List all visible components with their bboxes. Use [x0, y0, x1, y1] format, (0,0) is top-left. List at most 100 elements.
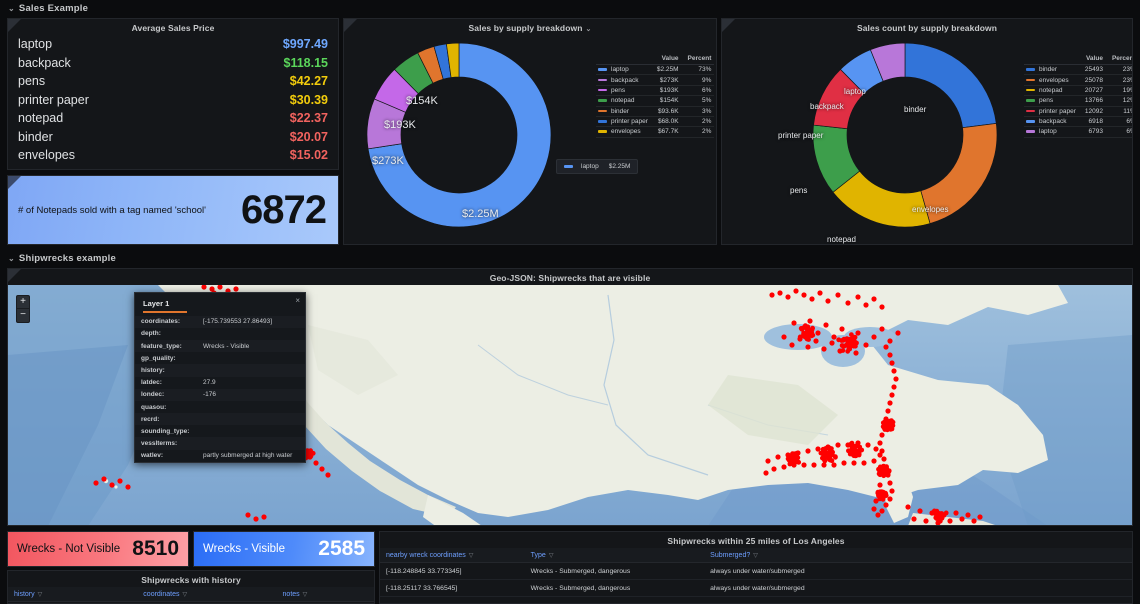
wreck-marker[interactable] [825, 298, 830, 303]
wreck-marker[interactable] [109, 482, 114, 487]
map-canvas[interactable]: + − Layer 1 × coordinates: [-175.739553 2… [8, 285, 1132, 525]
wreck-marker[interactable] [805, 337, 810, 342]
wreck-marker[interactable] [881, 464, 886, 469]
wreck-marker[interactable] [944, 511, 949, 516]
wreck-marker[interactable] [785, 294, 790, 299]
wreck-marker[interactable] [879, 508, 884, 513]
table-row[interactable]: [-118.248845 33.773345] Wrecks - Submerge… [380, 563, 1132, 580]
wreck-marker[interactable] [923, 518, 928, 523]
wreck-marker[interactable] [841, 460, 846, 465]
wreck-marker[interactable] [813, 338, 818, 343]
wreck-marker[interactable] [93, 480, 98, 485]
wreck-marker[interactable] [829, 453, 834, 458]
wreck-marker[interactable] [854, 341, 859, 346]
legend-row[interactable]: backpack69186% [1024, 116, 1133, 126]
wreck-marker[interactable] [947, 518, 952, 523]
close-icon[interactable]: × [295, 296, 300, 305]
wreck-marker[interactable] [839, 326, 844, 331]
wreck-marker[interactable] [977, 514, 982, 519]
legend-row[interactable]: notepad $154K 5% [596, 96, 714, 106]
wreck-marker[interactable] [881, 456, 886, 461]
filter-icon[interactable]: ▽ [303, 591, 308, 598]
legend-row[interactable]: pens $193K 6% [596, 85, 714, 95]
wreck-marker[interactable] [809, 296, 814, 301]
wreck-marker[interactable] [857, 449, 862, 454]
map-zoom-in-button[interactable]: + [17, 296, 29, 309]
wreck-marker[interactable] [917, 508, 922, 513]
wreck-marker[interactable] [881, 495, 886, 500]
wreck-marker[interactable] [807, 318, 812, 323]
wreck-marker[interactable] [965, 512, 970, 517]
wreck-marker[interactable] [863, 342, 868, 347]
wreck-marker[interactable] [847, 340, 852, 345]
wreck-marker[interactable] [835, 442, 840, 447]
legend-row[interactable]: pens1376612% [1024, 96, 1133, 106]
wreck-marker[interactable] [940, 516, 945, 521]
legend-row[interactable]: notepad2072719% [1024, 85, 1133, 95]
filter-icon[interactable]: ▽ [183, 591, 188, 598]
wreck-marker[interactable] [117, 478, 122, 483]
wreck-marker[interactable] [822, 459, 827, 464]
wreck-marker[interactable] [871, 458, 876, 463]
wreck-marker[interactable] [319, 466, 324, 471]
wreck-marker[interactable] [101, 476, 106, 481]
wreck-marker[interactable] [815, 330, 820, 335]
legend-row[interactable]: envelopes $67.7K 2% [596, 127, 714, 137]
column-header[interactable]: Type ▽ [525, 552, 705, 559]
wreck-marker[interactable] [887, 469, 892, 474]
wreck-marker[interactable] [781, 464, 786, 469]
row-header-shipwrecks-example[interactable]: ⌄ Shipwrecks example [0, 250, 116, 267]
wreck-marker[interactable] [887, 480, 892, 485]
wreck-marker[interactable] [836, 337, 841, 342]
filter-icon[interactable]: ▽ [469, 552, 474, 559]
wreck-marker[interactable] [889, 360, 894, 365]
wreck-marker[interactable] [871, 296, 876, 301]
filter-icon[interactable]: ▽ [549, 552, 554, 559]
wreck-marker[interactable] [831, 462, 836, 467]
column-header[interactable]: nearby wreck coordinates ▽ [380, 552, 525, 559]
wreck-marker[interactable] [937, 511, 942, 516]
map-zoom-out-button[interactable]: − [17, 309, 29, 322]
wreck-marker[interactable] [959, 516, 964, 521]
panel-info-corner-icon[interactable]: i [8, 19, 21, 32]
wreck-marker[interactable] [889, 488, 894, 493]
wreck-marker[interactable] [777, 290, 782, 295]
wreck-marker[interactable] [877, 440, 882, 445]
donut-slice-envelopes[interactable] [921, 123, 997, 223]
wreck-marker[interactable] [824, 446, 829, 451]
panel-info-corner-icon[interactable]: i [8, 269, 21, 282]
legend-row[interactable]: backpack $273K 9% [596, 75, 714, 85]
filter-icon[interactable]: ▽ [38, 591, 43, 598]
wreck-marker[interactable] [781, 334, 786, 339]
wreck-marker[interactable] [823, 322, 828, 327]
wreck-marker[interactable] [817, 290, 822, 295]
wreck-marker[interactable] [851, 460, 856, 465]
wreck-marker[interactable] [789, 342, 794, 347]
wreck-marker[interactable] [771, 466, 776, 471]
filter-icon[interactable]: ▽ [753, 552, 758, 559]
wreck-marker[interactable] [769, 292, 774, 297]
wreck-marker[interactable] [775, 454, 780, 459]
donut-slice-binder[interactable] [905, 43, 996, 128]
wreck-marker[interactable] [845, 349, 850, 354]
wreck-marker[interactable] [953, 510, 958, 515]
wreck-marker[interactable] [887, 496, 892, 501]
column-header[interactable]: Submerged? ▽ [704, 552, 1132, 559]
wreck-marker[interactable] [852, 445, 857, 450]
wreck-marker[interactable] [787, 458, 792, 463]
legend-row[interactable]: laptop67936% [1024, 127, 1133, 137]
panel-info-corner-icon[interactable]: i [722, 19, 735, 32]
chevron-down-icon[interactable]: ⌄ [586, 26, 592, 33]
wreck-marker[interactable] [885, 427, 890, 432]
wreck-marker[interactable] [790, 451, 795, 456]
column-header[interactable]: history ▽ [8, 591, 137, 598]
legend-row[interactable]: envelopes2507823% [1024, 75, 1133, 85]
wreck-marker[interactable] [313, 460, 318, 465]
donut-chart-sales[interactable]: $2.25M $273K $193K $154K laptop $2.25M V… [344, 35, 716, 244]
wreck-marker[interactable] [883, 344, 888, 349]
wreck-marker[interactable] [831, 334, 836, 339]
wreck-marker[interactable] [848, 452, 853, 457]
wreck-marker[interactable] [971, 518, 976, 523]
wreck-marker[interactable] [853, 350, 858, 355]
wreck-marker[interactable] [801, 292, 806, 297]
